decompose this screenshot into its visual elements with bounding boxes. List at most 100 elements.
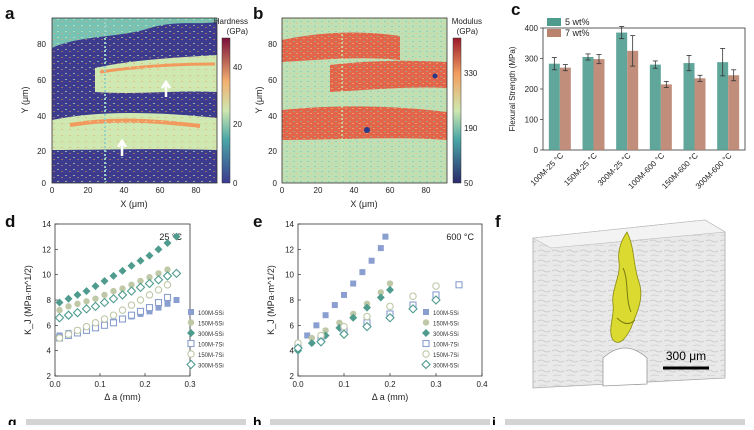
bar	[728, 75, 740, 150]
y-tick-label: 100	[525, 116, 539, 125]
data-point	[92, 295, 99, 302]
data-point	[65, 303, 72, 310]
y-tick-label: 12	[285, 245, 294, 254]
flexural-strength-chart: 0 100 200 300 400 Flexural Strength (MPa) 100M…	[508, 17, 746, 191]
arrow-icon	[160, 79, 172, 97]
data-point	[118, 306, 127, 314]
data-point	[377, 245, 384, 252]
data-point	[339, 329, 349, 339]
x-tick: 60	[386, 186, 395, 195]
legend-label: 150M-7Si	[433, 353, 459, 359]
data-point	[386, 302, 394, 311]
data-point	[101, 291, 108, 299]
data-point	[409, 292, 417, 300]
y-tick-label: 8	[290, 296, 295, 305]
data-point	[187, 319, 195, 326]
x-tick-label: 0.1	[338, 380, 350, 389]
data-point	[423, 309, 429, 315]
y-tick-label: 10	[285, 271, 294, 280]
hardness-colorbar	[221, 37, 231, 184]
legend-label: 100M-5Si	[433, 311, 459, 317]
data-point	[109, 319, 118, 327]
data-point	[172, 232, 181, 241]
x-tick-label: 0.0	[292, 380, 304, 389]
temperature-annotation: 25 °C	[159, 232, 182, 242]
x-tick-label: 300M-25 °C	[596, 151, 633, 188]
data-point	[110, 287, 117, 295]
data-point	[55, 334, 64, 342]
data-point	[313, 322, 320, 329]
data-point	[164, 266, 171, 273]
legend-label: 150M-7Si	[198, 353, 224, 359]
x-axis-label: Δ a (mm)	[372, 392, 409, 402]
bar	[717, 62, 729, 150]
data-point	[421, 359, 431, 370]
data-point	[293, 343, 303, 353]
data-point	[155, 270, 162, 277]
bar	[649, 64, 661, 150]
data-point	[73, 290, 82, 299]
crack-volume	[610, 231, 642, 343]
data-point	[153, 274, 164, 285]
data-point	[100, 315, 109, 323]
y-tick: 80	[37, 40, 46, 49]
x-tick-label: 150M-25 °C	[562, 151, 599, 188]
data-point	[74, 300, 81, 307]
data-point	[322, 327, 329, 334]
data-point	[163, 239, 172, 247]
panel-label-c: c	[511, 0, 521, 19]
panel-label-f: f	[495, 212, 501, 231]
x-tick-label: 0.2	[139, 380, 151, 389]
data-point	[308, 334, 315, 342]
legend-label: 150M-5Si	[433, 322, 459, 328]
data-point	[83, 298, 90, 305]
data-point	[82, 287, 91, 296]
hardness-y-ticks: 80 60 40 20 0	[37, 40, 46, 188]
y-tick: 0	[42, 179, 47, 188]
data-point	[146, 274, 153, 281]
data-point	[144, 278, 155, 289]
data-point	[187, 339, 195, 348]
data-point	[154, 298, 163, 307]
data-point	[386, 280, 394, 287]
x-tick-label: 0.1	[94, 380, 106, 389]
data-point	[128, 281, 135, 288]
data-point	[455, 281, 463, 289]
legend-swatch	[547, 18, 561, 26]
legend-label: 7 wt%	[565, 28, 590, 38]
data-point	[72, 307, 83, 318]
x-tick-label: 100M-25 °C	[529, 151, 566, 188]
x-axis-label: Δ a (mm)	[104, 392, 141, 402]
data-point	[135, 282, 146, 293]
y-tick: 20	[37, 147, 46, 156]
data-point	[376, 293, 385, 302]
data-point	[91, 282, 100, 291]
data-point	[171, 268, 182, 279]
colorbar-title: Modulus	[452, 17, 482, 26]
data-point	[188, 309, 194, 315]
x-tick: 40	[120, 186, 129, 195]
data-point	[163, 293, 172, 302]
y-tick: 40	[268, 112, 277, 121]
temperature-annotation: 600 °C	[446, 232, 474, 242]
data-point	[386, 285, 394, 294]
data-point	[136, 256, 145, 265]
data-point	[118, 315, 127, 323]
data-point	[331, 302, 338, 309]
x-tick: 80	[192, 186, 201, 195]
legend-swatch	[547, 29, 561, 37]
colorbar-title: Hardness	[214, 17, 248, 26]
modulus-colorbar	[452, 37, 462, 184]
y-tick-label: 14	[285, 220, 294, 229]
kj-curve-25c-chart: 2 4 6 8 10 12 14 0.0 0.1 0.2 0.3 Δ a (mm) K_J (MPa·m…	[23, 220, 224, 402]
data-point	[108, 293, 119, 304]
data-point	[377, 289, 384, 296]
crack-3d-rendering: 300 μm	[532, 219, 726, 389]
y-tick-label: 4	[47, 347, 52, 356]
legend-label: 300M-5Si	[198, 332, 224, 338]
y-tick-label: 14	[42, 220, 51, 229]
data-point	[145, 304, 154, 312]
data-point	[63, 310, 74, 320]
x-tick-label: 0.3	[184, 380, 196, 389]
data-point	[145, 251, 154, 260]
